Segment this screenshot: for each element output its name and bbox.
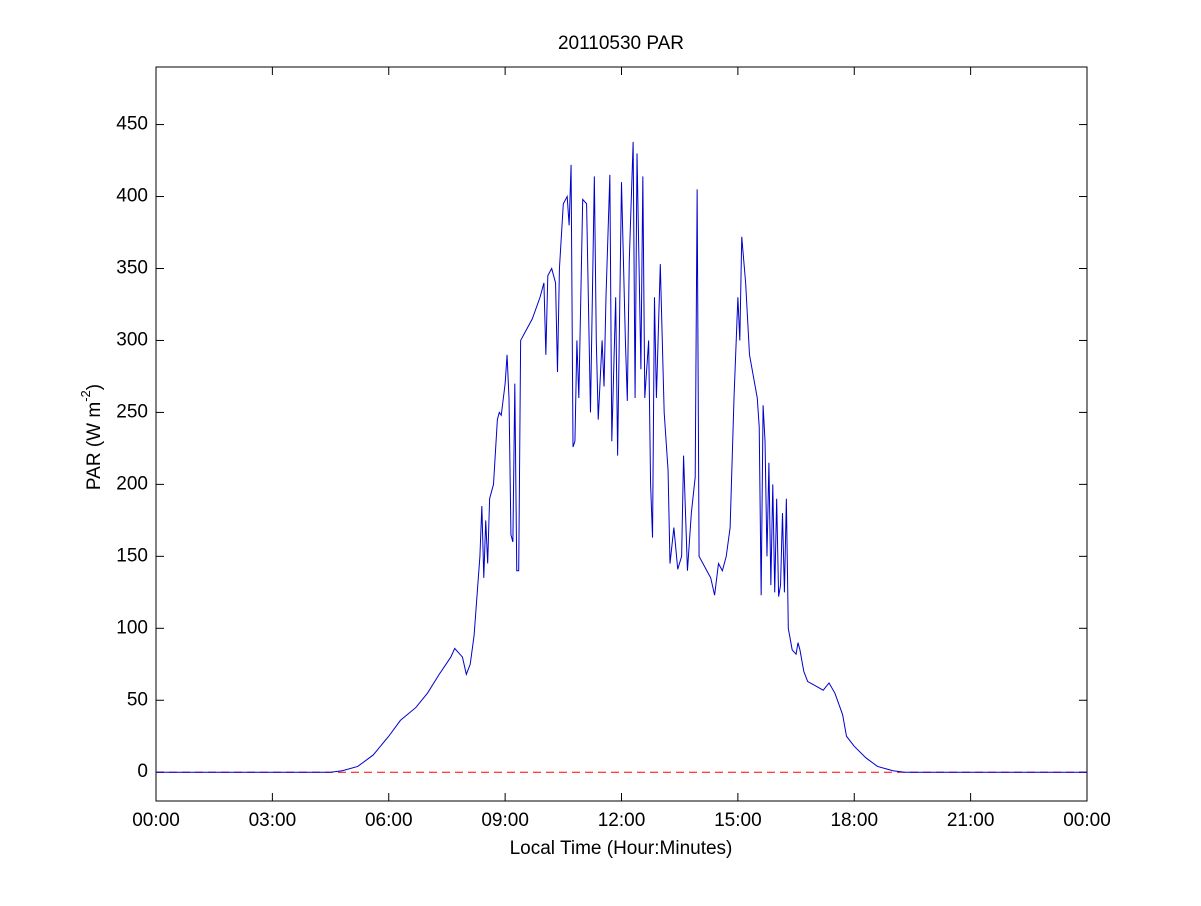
x-tick-label: 12:00: [598, 810, 646, 831]
x-tick-label: 00:00: [132, 810, 180, 831]
chart-title: 20110530 PAR: [558, 33, 684, 54]
y-tick-label: 0: [137, 761, 148, 782]
x-tick-label: 18:00: [830, 810, 878, 831]
y-label-sup: -2: [78, 390, 93, 402]
y-tick-label: 150: [116, 545, 148, 566]
y-axis-label: PAR (W m-2): [78, 384, 105, 490]
y-tick-label: 300: [116, 329, 148, 350]
y-tick-label: 450: [116, 114, 148, 135]
y-tick-label: 400: [116, 186, 148, 207]
x-tick-label: 09:00: [481, 810, 529, 831]
x-axis-label: Local Time (Hour:Minutes): [510, 838, 733, 859]
data-line: [156, 141, 1087, 773]
x-tick-label: 21:00: [947, 810, 995, 831]
x-tick-label: 15:00: [714, 810, 762, 831]
x-tick-label: 06:00: [365, 810, 413, 831]
y-tick-label: 100: [116, 617, 148, 638]
x-tick-label: 03:00: [249, 810, 297, 831]
y-tick-label: 250: [116, 401, 148, 422]
y-label-end: ): [84, 384, 105, 390]
y-label-base: PAR (W m: [84, 402, 105, 490]
y-tick-label: 200: [116, 473, 148, 494]
y-tick-label: 50: [127, 689, 148, 710]
x-tick-label: 00:00: [1063, 810, 1111, 831]
y-tick-label: 350: [116, 258, 148, 279]
